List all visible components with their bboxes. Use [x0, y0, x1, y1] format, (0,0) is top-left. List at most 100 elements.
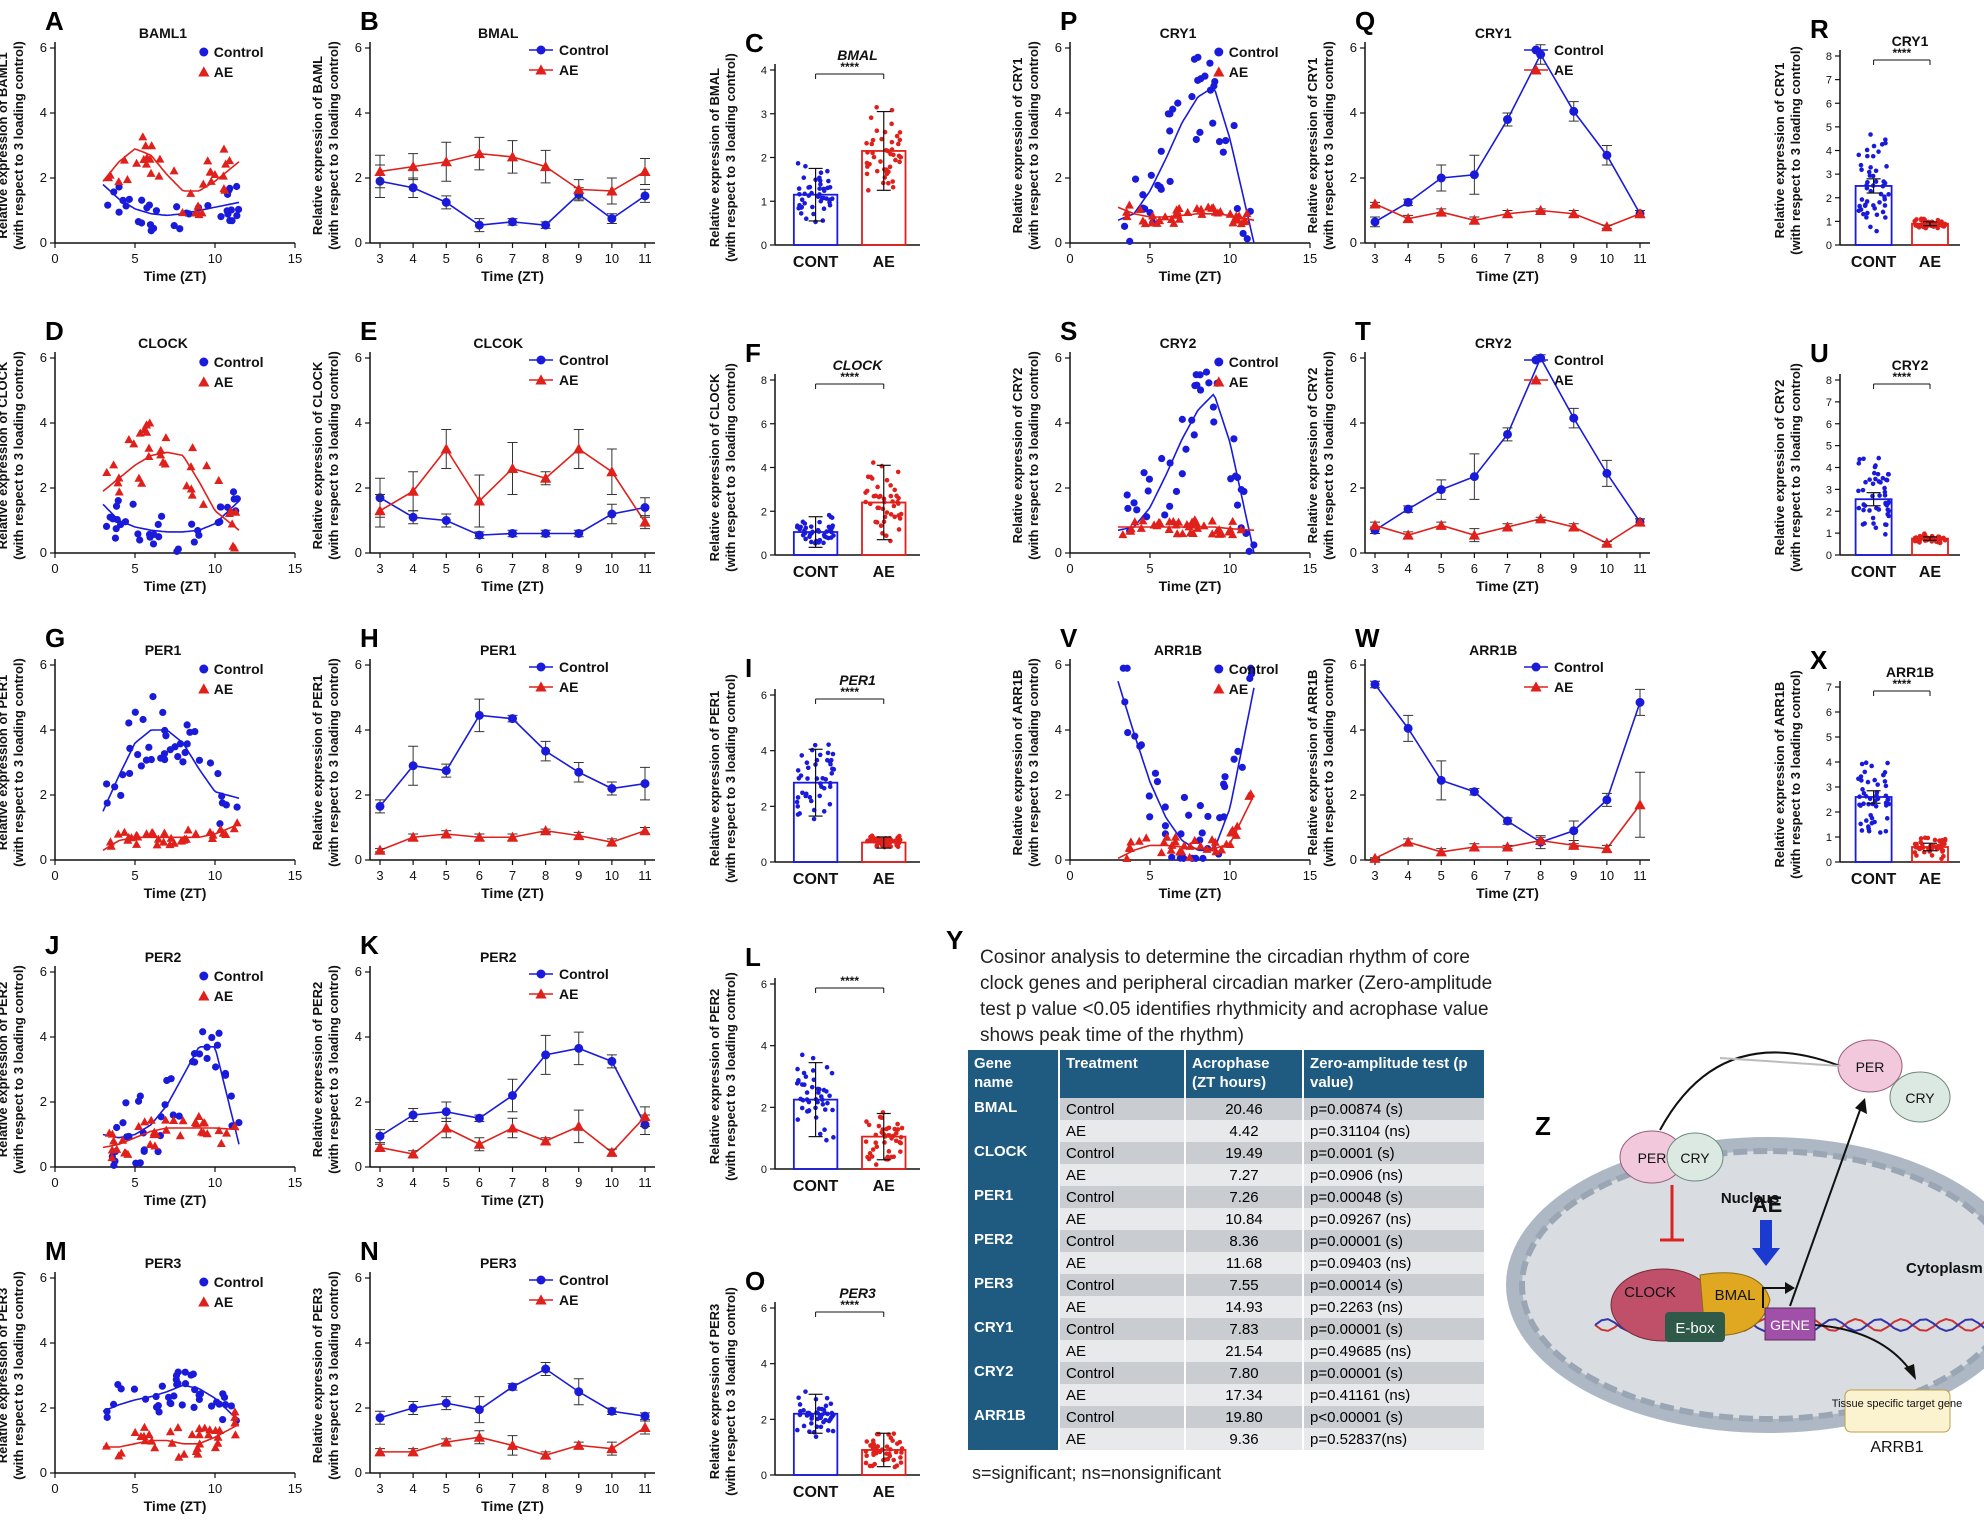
- y-tick-label: 2: [1350, 787, 1357, 802]
- chart-title: CRY1: [1160, 25, 1197, 41]
- data-point: [1230, 435, 1238, 443]
- data-point: [165, 840, 175, 849]
- data-point: [109, 515, 117, 523]
- data-point: [173, 1423, 183, 1432]
- bar-point: [795, 768, 801, 773]
- bar-point: [1929, 853, 1935, 858]
- bar-point: [801, 1070, 807, 1076]
- x-tick-label: 6: [476, 1175, 483, 1190]
- x-tick-label: 10: [1223, 251, 1237, 266]
- data-point: [114, 1451, 124, 1460]
- data-point: [113, 1123, 121, 1132]
- legend-marker: [1530, 681, 1542, 692]
- table-row: PER2 Control 8.36 p=0.00001 (s): [968, 1230, 1486, 1252]
- data-point: [125, 195, 133, 203]
- data-point: [119, 155, 129, 164]
- bar-point: [1867, 477, 1872, 482]
- data-point: [1221, 782, 1229, 791]
- data-point: [139, 1431, 149, 1440]
- data-point: [170, 1392, 178, 1400]
- panel-letter: T: [1355, 316, 1371, 346]
- bar-point: [1856, 505, 1862, 511]
- bar-point: [811, 816, 817, 822]
- table-p-cell: p=0.52837(ns): [1303, 1428, 1486, 1450]
- y-tick-label: 0: [355, 1159, 362, 1174]
- x-tick-label: 0: [51, 251, 58, 266]
- table-acrophase-cell: 17.34: [1185, 1384, 1304, 1406]
- data-point: [1176, 854, 1184, 862]
- bar-point: [795, 804, 801, 809]
- data-point: [229, 824, 239, 833]
- significance-stars: ****: [1892, 46, 1911, 60]
- data-point: [226, 216, 234, 225]
- data-point: [114, 497, 122, 505]
- bar-point: [817, 175, 822, 181]
- fit-curve-control: [1117, 86, 1255, 244]
- data-point: [101, 1441, 111, 1450]
- x-tick-label: 7: [509, 561, 516, 576]
- panel-letter: H: [360, 623, 379, 653]
- bar-point: [884, 477, 890, 483]
- data-point: [1131, 732, 1139, 740]
- bar-point: [826, 512, 832, 518]
- data-point: [1131, 175, 1140, 183]
- bar-point: [827, 525, 832, 530]
- significance-stars: ****: [840, 974, 859, 988]
- data-point: [407, 831, 419, 842]
- data-point: [1136, 523, 1146, 532]
- x-tick-label: 5: [1146, 868, 1153, 883]
- data-point: [1190, 431, 1198, 439]
- bar-point: [804, 1090, 810, 1095]
- data-point: [102, 467, 112, 477]
- header-p-value: Zero-amplitude test (p value): [1303, 1050, 1486, 1098]
- table-treatment-cell: Control: [1059, 1142, 1186, 1164]
- data-point: [137, 478, 147, 487]
- x-tick-label: 7: [1504, 251, 1511, 266]
- data-point: [122, 202, 130, 210]
- data-point: [134, 1121, 144, 1131]
- data-point: [229, 488, 238, 496]
- data-point: [147, 141, 157, 150]
- data-point: [1166, 502, 1174, 510]
- x-tick-label: 11: [1633, 251, 1647, 266]
- panel-letter: A: [45, 6, 64, 36]
- y-label-line: (with respect to 3 loading control): [1026, 658, 1041, 867]
- data-point: [119, 827, 129, 836]
- data-point: [1236, 525, 1246, 534]
- bar-point: [1872, 777, 1877, 783]
- bar-point: [1870, 153, 1876, 159]
- x-tick-label: 5: [131, 251, 138, 266]
- bar-point: [795, 795, 801, 800]
- legend-label: AE: [214, 681, 233, 697]
- bar-point: [872, 1461, 877, 1467]
- bar-point: [897, 833, 902, 839]
- data-point: [154, 1402, 162, 1410]
- panel-letter: N: [360, 1236, 379, 1266]
- data-point: [159, 837, 169, 846]
- table-treatment-cell: AE: [1059, 1384, 1186, 1406]
- bar-point: [810, 204, 815, 210]
- data-point: [1138, 516, 1148, 525]
- bar-point: [884, 1444, 890, 1449]
- data-point: [506, 1439, 519, 1450]
- x-tick-label: 11: [638, 868, 652, 883]
- bar-point: [1865, 779, 1871, 785]
- data-point: [1216, 814, 1224, 822]
- legend-label: AE: [1554, 679, 1573, 695]
- bar-point: [1861, 502, 1866, 507]
- legend-marker: [536, 355, 546, 365]
- data-point: [193, 1449, 203, 1458]
- bar-point: [825, 185, 830, 191]
- legend-marker: [1530, 64, 1542, 75]
- table-row: PER1 Control 7.26 p=0.00048 (s): [968, 1186, 1486, 1208]
- y-label-line: (with respect to 3 loading control): [11, 658, 26, 867]
- y-tick-label: 6: [355, 350, 362, 365]
- bar-point: [869, 476, 875, 481]
- x-tick-label: 6: [476, 251, 483, 266]
- data-point: [114, 1380, 122, 1389]
- bar-point: [1924, 537, 1929, 542]
- data-point: [183, 721, 191, 729]
